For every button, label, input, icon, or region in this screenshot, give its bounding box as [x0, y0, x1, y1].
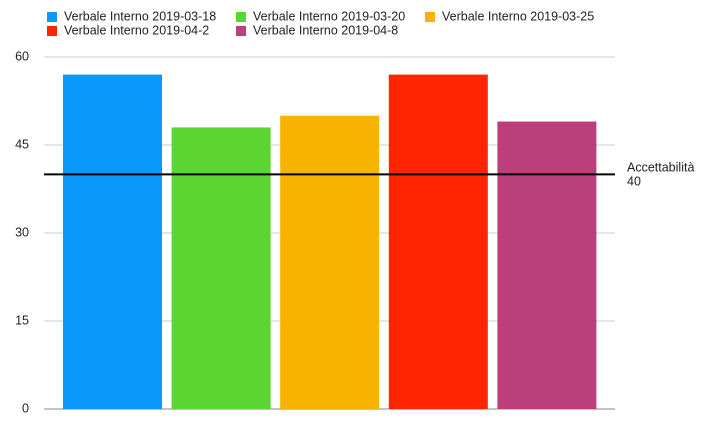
legend-swatch — [236, 26, 246, 36]
legend-label: Verbale Interno 2019-04-2 — [64, 23, 209, 37]
bar — [171, 127, 271, 410]
legend-swatch — [236, 12, 246, 22]
legend-label: Verbale Interno 2019-03-18 — [64, 9, 216, 23]
legend-label: Verbale Interno 2019-04-8 — [253, 23, 398, 37]
bar — [280, 115, 380, 410]
bar — [497, 121, 597, 410]
legend-label: Verbale Interno 2019-03-25 — [442, 9, 594, 23]
reference-label: Accettabilità — [627, 161, 694, 175]
y-tick-label: 0 — [22, 401, 29, 415]
y-tick-label: 15 — [15, 313, 29, 327]
legend-swatch — [47, 12, 57, 22]
bar — [63, 74, 162, 409]
reference-value: 40 — [627, 175, 641, 189]
y-tick-label: 30 — [15, 225, 29, 239]
legend-swatch — [425, 12, 435, 22]
legend-swatch — [47, 26, 57, 36]
y-tick-label: 45 — [15, 137, 29, 151]
y-tick-label: 60 — [15, 49, 29, 63]
legend-label: Verbale Interno 2019-03-20 — [253, 9, 405, 23]
bar — [388, 74, 488, 409]
